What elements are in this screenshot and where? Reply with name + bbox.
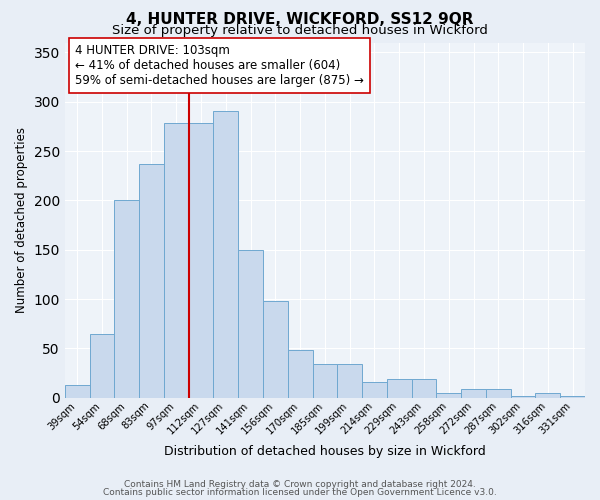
Bar [535, 393, 560, 398]
Bar [436, 393, 461, 398]
Bar [486, 389, 511, 398]
Bar [313, 364, 337, 398]
Bar [560, 396, 585, 398]
Bar [288, 350, 313, 398]
Bar [337, 364, 362, 398]
Bar [511, 396, 535, 398]
Bar [362, 382, 387, 398]
Text: Contains HM Land Registry data © Crown copyright and database right 2024.: Contains HM Land Registry data © Crown c… [124, 480, 476, 489]
Text: 4 HUNTER DRIVE: 103sqm
← 41% of detached houses are smaller (604)
59% of semi-de: 4 HUNTER DRIVE: 103sqm ← 41% of detached… [75, 44, 364, 88]
Bar [188, 124, 214, 398]
Bar [238, 250, 263, 398]
Text: Size of property relative to detached houses in Wickford: Size of property relative to detached ho… [112, 24, 488, 37]
Bar [461, 389, 486, 398]
Bar [65, 385, 89, 398]
Text: Contains public sector information licensed under the Open Government Licence v3: Contains public sector information licen… [103, 488, 497, 497]
Bar [412, 379, 436, 398]
Bar [164, 124, 188, 398]
Text: 4, HUNTER DRIVE, WICKFORD, SS12 9QR: 4, HUNTER DRIVE, WICKFORD, SS12 9QR [126, 12, 474, 28]
Y-axis label: Number of detached properties: Number of detached properties [15, 127, 28, 313]
Bar [139, 164, 164, 398]
X-axis label: Distribution of detached houses by size in Wickford: Distribution of detached houses by size … [164, 444, 486, 458]
Bar [115, 200, 139, 398]
Bar [387, 379, 412, 398]
Bar [214, 110, 238, 398]
Bar [263, 301, 288, 398]
Bar [89, 334, 115, 398]
